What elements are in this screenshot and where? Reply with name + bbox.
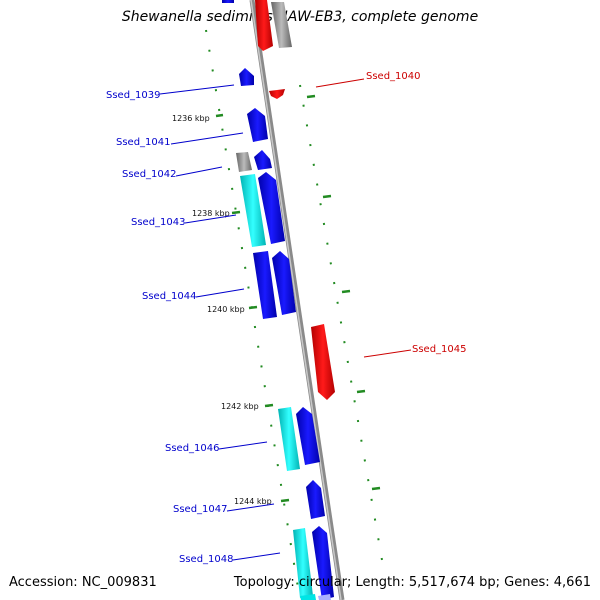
label-leader	[315, 78, 365, 88]
scale-label-1240: 1240 kbp	[207, 305, 245, 314]
scale-label-1242: 1242 kbp	[221, 402, 259, 411]
gene-label-ssed-1039[interactable]: Ssed_1039	[106, 90, 161, 101]
gene-feature[interactable]	[293, 528, 313, 598]
label-leader	[184, 214, 237, 224]
label-leader	[218, 441, 268, 450]
gene-feature[interactable]	[222, 0, 234, 3]
topology-text: Topology: circular; Length: 5,517,674 bp…	[233, 575, 591, 590]
gene-label-ssed-1048[interactable]: Ssed_1048	[179, 554, 234, 565]
label-leader	[170, 132, 244, 145]
scale-label-1236: 1236 kbp	[172, 114, 210, 123]
outer-tick-track	[299, 84, 383, 561]
label-leader	[175, 166, 223, 177]
scale-label-1238: 1238 kbp	[192, 209, 230, 218]
accession-text: Accession: NC_009831	[9, 575, 157, 590]
gene-feature[interactable]	[306, 480, 325, 519]
inner-tick-track	[205, 29, 301, 600]
gene-label-ssed-1045[interactable]: Ssed_1045	[412, 344, 467, 355]
scale-label-1244: 1244 kbp	[234, 497, 272, 506]
gene-label-ssed-1040[interactable]: Ssed_1040	[366, 71, 421, 82]
genome-backbone	[249, 0, 345, 600]
gene-label-ssed-1044[interactable]: Ssed_1044	[142, 291, 197, 302]
gene-feature[interactable]	[239, 68, 254, 86]
gene-label-ssed-1043[interactable]: Ssed_1043	[131, 217, 186, 228]
scale-ticks	[215, 94, 381, 503]
gene-feature[interactable]	[254, 150, 272, 170]
gene-label-ssed-1041[interactable]: Ssed_1041	[116, 137, 171, 148]
gene-feature[interactable]	[311, 324, 335, 400]
gene-label-ssed-1046[interactable]: Ssed_1046	[165, 443, 220, 454]
gene-feature[interactable]	[255, 0, 273, 51]
gene-feature[interactable]	[312, 526, 334, 600]
gene-feature[interactable]	[258, 172, 285, 244]
gene-feature[interactable]	[236, 152, 252, 172]
label-leader	[195, 288, 245, 298]
gene-feature[interactable]	[253, 251, 277, 319]
label-leader	[363, 349, 412, 358]
gene-feature[interactable]	[278, 407, 300, 471]
gene-feature[interactable]	[247, 108, 268, 142]
label-leader	[159, 84, 235, 95]
gene-feature[interactable]	[296, 407, 320, 465]
label-leader	[226, 503, 275, 512]
gene-feature[interactable]	[300, 594, 316, 600]
label-leader	[232, 552, 281, 561]
gene-feature[interactable]	[271, 2, 292, 48]
gene-feature[interactable]	[240, 174, 266, 247]
gene-feature[interactable]	[269, 89, 285, 99]
gene-feature[interactable]	[318, 594, 331, 600]
gene-label-ssed-1047[interactable]: Ssed_1047	[173, 504, 228, 515]
map-title: Shewanella sediminis HAW-EB3, complete g…	[121, 9, 479, 25]
gene-label-ssed-1042[interactable]: Ssed_1042	[122, 169, 177, 180]
gene-feature[interactable]	[272, 251, 296, 315]
